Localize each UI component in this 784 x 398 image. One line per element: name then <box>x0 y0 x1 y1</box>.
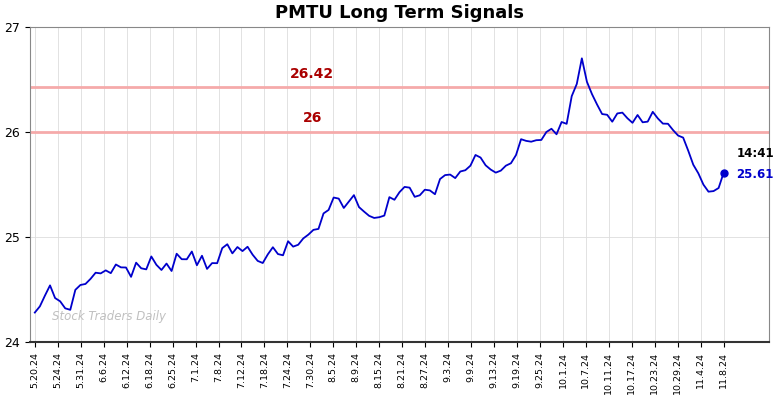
Text: 14:41: 14:41 <box>736 147 774 160</box>
Text: Stock Traders Daily: Stock Traders Daily <box>52 310 166 323</box>
Title: PMTU Long Term Signals: PMTU Long Term Signals <box>275 4 524 22</box>
Text: 26: 26 <box>303 111 322 125</box>
Text: 25.61: 25.61 <box>736 168 774 181</box>
Point <box>717 170 730 176</box>
Text: 26.42: 26.42 <box>290 67 335 81</box>
